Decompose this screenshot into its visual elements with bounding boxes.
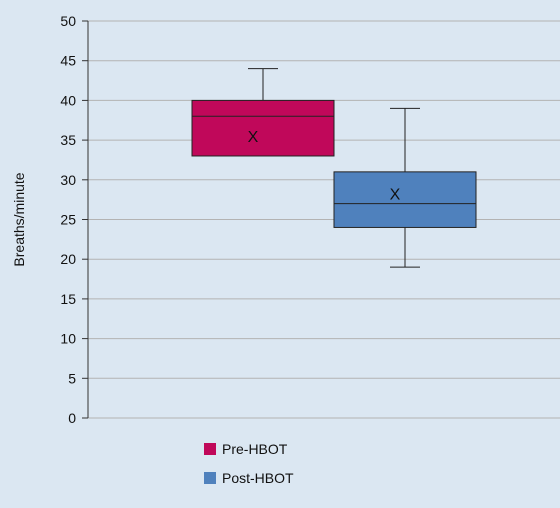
box-iqr	[191, 99, 335, 157]
y-tick-label: 10	[60, 331, 76, 347]
legend-label: Pre-HBOT	[222, 441, 288, 457]
mean-marker: X	[248, 129, 259, 146]
legend: Pre-HBOT Post-HBOT	[204, 441, 294, 486]
y-tick-label: 50	[60, 13, 76, 29]
legend-item: Pre-HBOT	[204, 441, 288, 457]
y-tick-label: 15	[60, 291, 76, 307]
legend-item: Post-HBOT	[204, 470, 294, 486]
legend-swatch	[204, 443, 216, 455]
mean-marker: X	[390, 186, 401, 203]
y-tick-label: 30	[60, 172, 76, 188]
y-tick-label: 20	[60, 251, 76, 267]
y-tick-label: 0	[68, 410, 76, 426]
box-iqr	[333, 171, 477, 228]
box-pre-hbot: X	[191, 68, 335, 157]
legend-swatch	[204, 472, 216, 484]
y-tick-label: 40	[60, 92, 76, 108]
y-tick-label: 5	[68, 370, 76, 386]
box-plot-series: XX	[191, 68, 477, 268]
y-tick-label: 45	[60, 53, 76, 69]
axes: 0 5 10 15 20 25 30 35 40 45 50	[60, 13, 89, 426]
legend-label: Post-HBOT	[222, 470, 294, 486]
grid-lines	[88, 20, 560, 419]
box-post-hbot: X	[333, 107, 477, 268]
y-tick-label: 25	[60, 212, 76, 228]
y-tick-label: 35	[60, 132, 76, 148]
y-axis-title: Breaths/minute	[11, 172, 27, 266]
